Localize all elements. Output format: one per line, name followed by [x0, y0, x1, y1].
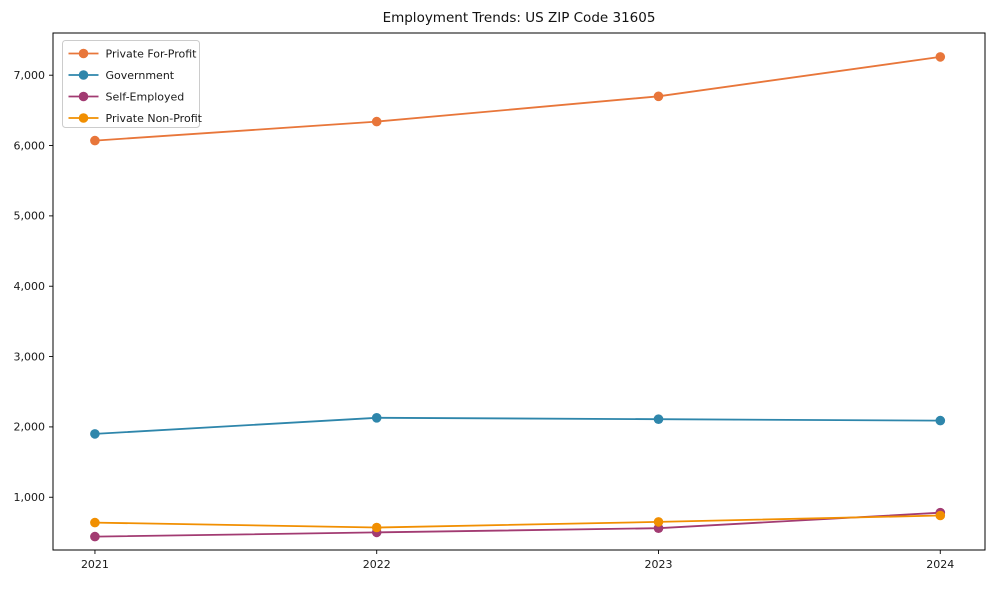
chart-title: Employment Trends: US ZIP Code 31605 — [382, 10, 656, 26]
y-tick-label: 3,000 — [14, 350, 46, 363]
data-point — [371, 522, 382, 533]
data-point — [935, 52, 946, 62]
legend-label: Government — [106, 69, 175, 82]
legend-marker — [78, 48, 89, 59]
data-point — [653, 91, 664, 102]
data-point — [90, 429, 100, 439]
x-tick-label: 2021 — [81, 558, 109, 571]
data-point — [653, 517, 664, 527]
plot-area — [52, 32, 986, 551]
series-line — [94, 514, 942, 529]
data-point — [935, 415, 946, 426]
legend-label: Self-Employed — [106, 90, 185, 103]
series-line — [94, 56, 942, 142]
y-tick-label: 6,000 — [14, 139, 46, 152]
series-line — [94, 511, 942, 538]
series-line — [94, 416, 942, 435]
y-tick-label: 2,000 — [14, 421, 46, 434]
legend-marker — [78, 113, 89, 123]
data-point — [90, 135, 100, 146]
data-point — [90, 517, 100, 528]
legend-label: Private Non-Profit — [106, 112, 203, 125]
x-tick-label: 2023 — [644, 558, 672, 571]
data-point — [371, 413, 382, 423]
legend-box — [62, 40, 200, 128]
legend-marker — [78, 70, 89, 80]
y-tick-label: 7,000 — [14, 69, 46, 82]
data-point — [371, 116, 382, 127]
y-tick-label: 4,000 — [14, 280, 46, 293]
data-point — [653, 414, 664, 425]
x-tick-label: 2022 — [363, 558, 391, 571]
data-point — [935, 510, 946, 521]
legend-marker — [78, 91, 89, 102]
legend-label: Private For-Profit — [106, 47, 198, 60]
y-tick-label: 1,000 — [14, 491, 46, 504]
data-point — [90, 531, 100, 542]
y-tick-label: 5,000 — [14, 210, 46, 223]
x-tick-label: 2024 — [926, 558, 954, 571]
